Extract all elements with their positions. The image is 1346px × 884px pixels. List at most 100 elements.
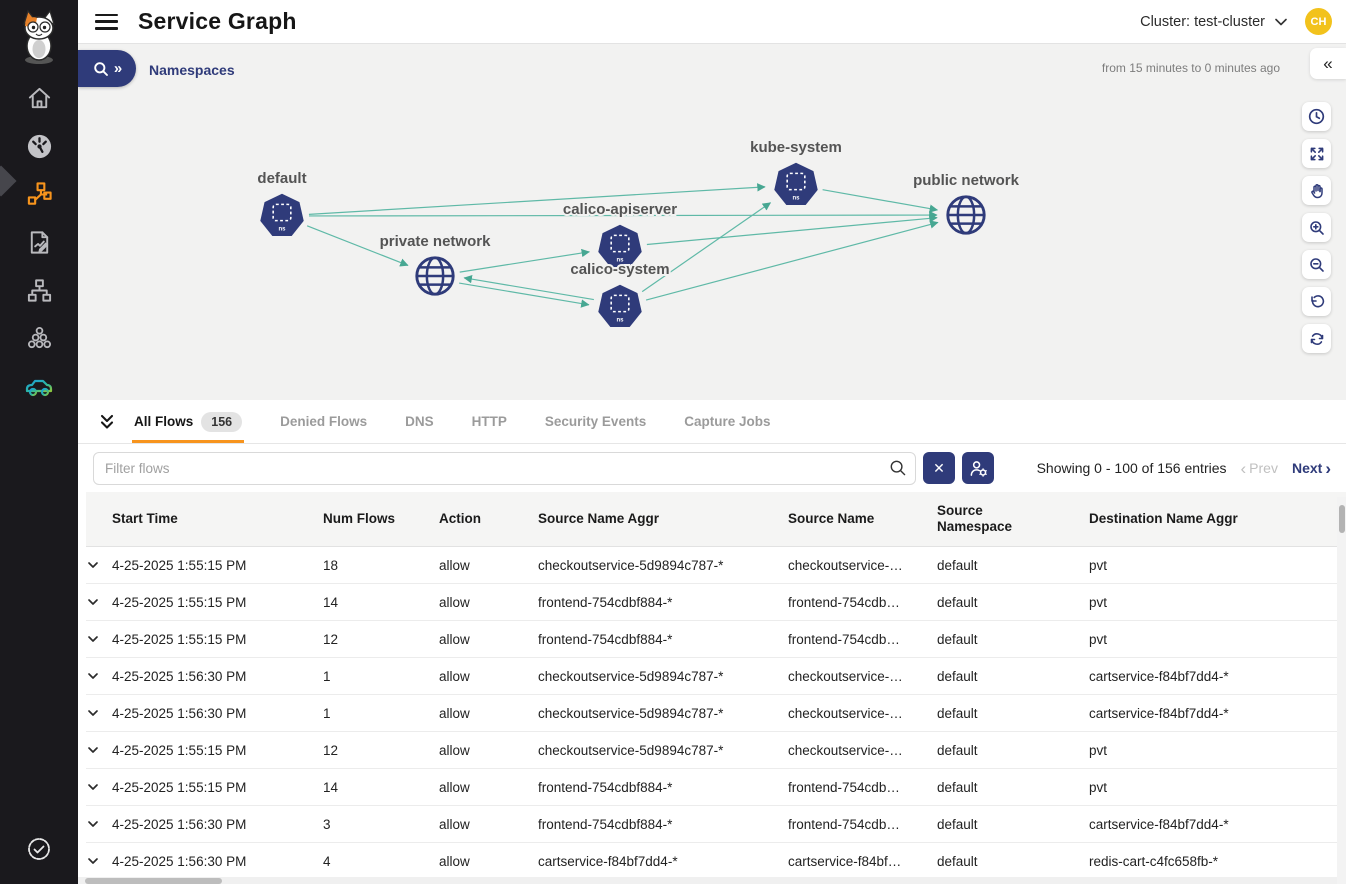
table-cell: 4-25-2025 1:56:30 PM: [112, 705, 247, 721]
table-cell: 12: [323, 742, 339, 758]
cluster-nodes-icon[interactable]: [15, 324, 63, 352]
chevron-left-icon: ‹: [1240, 458, 1247, 478]
table-cell: pvt: [1089, 742, 1108, 758]
table-cell: pvt: [1089, 594, 1108, 610]
expand-row-chevron-icon[interactable]: [86, 780, 112, 794]
table-cell: checkoutservice-…: [788, 705, 903, 721]
graph-node-private-network[interactable]: [415, 256, 455, 296]
expand-row-chevron-icon[interactable]: [86, 854, 112, 868]
network-tree-icon[interactable]: [15, 276, 63, 304]
expand-row-chevron-icon[interactable]: [86, 669, 112, 683]
table-cell: redis-cart-c4fc658fb-*: [1089, 853, 1219, 869]
table-cell: pvt: [1089, 779, 1108, 795]
breadcrumb[interactable]: Namespaces: [149, 62, 235, 78]
table-row[interactable]: 4-25-2025 1:56:30 PM 1 allow checkoutservic…: [86, 658, 1346, 695]
flows-tabs: All Flows 156 Denied Flows DNS HTTP Security …: [132, 400, 772, 443]
graph-edge-private-network-to-calico-system: [459, 282, 590, 308]
tab-capture-jobs[interactable]: Capture Jobs: [682, 400, 772, 443]
column-header: Source Namespace: [937, 503, 1013, 534]
table-cell: frontend-754cdbf884-*: [538, 779, 673, 795]
time-range-icon[interactable]: [1302, 102, 1331, 131]
table-cell: 4-25-2025 1:55:15 PM: [112, 779, 247, 795]
table-cell: pvt: [1089, 557, 1108, 573]
graph-edge-private-network-to-calico-apiserver: [459, 248, 590, 273]
horizontal-scrollbar-thumb[interactable]: [85, 877, 222, 884]
zoom-in-icon[interactable]: [1302, 213, 1331, 242]
pan-hand-icon[interactable]: [1302, 176, 1331, 205]
graph-edge-calico-apiserver-to-public-network: [646, 214, 938, 246]
chevrons-right-icon: »: [113, 60, 122, 77]
table-row[interactable]: 4-25-2025 1:56:30 PM 4 allow cartservice-f8…: [86, 843, 1346, 880]
column-header: Start Time: [112, 511, 178, 526]
graph-node-default[interactable]: [259, 192, 305, 237]
expand-row-chevron-icon[interactable]: [86, 558, 112, 572]
refresh-icon[interactable]: [1302, 324, 1331, 353]
expand-row-chevron-icon[interactable]: [86, 706, 112, 720]
column-header: Destination Name Aggr: [1089, 511, 1238, 526]
expand-row-chevron-icon[interactable]: [86, 595, 112, 609]
right-panel-collapse-button[interactable]: «: [1310, 48, 1346, 79]
graph-node-calico-system[interactable]: [597, 283, 643, 328]
table-cell: checkoutservice-…: [788, 668, 903, 684]
table-cell: cartservice-f84bf…: [788, 853, 902, 869]
cluster-selector[interactable]: Cluster: test-cluster: [1140, 14, 1287, 30]
dashboard-gauge-icon[interactable]: [15, 132, 63, 160]
zoom-out-icon[interactable]: [1302, 250, 1331, 279]
avatar[interactable]: CH: [1305, 8, 1332, 35]
graph-node-public-network[interactable]: [946, 195, 986, 235]
table-cell: 4-25-2025 1:55:15 PM: [112, 557, 247, 573]
home-icon[interactable]: [15, 84, 63, 112]
graph-node-label-public-network: public network: [913, 172, 1020, 189]
graph-edge-calico-system-to-private-network: [463, 274, 594, 301]
table-cell: default: [937, 668, 978, 684]
tab-all-flows[interactable]: All Flows 156: [132, 400, 245, 443]
customize-columns-button[interactable]: [962, 452, 994, 484]
tab-denied-flows[interactable]: Denied Flows: [278, 400, 369, 443]
column-header: Num Flows: [323, 511, 396, 526]
table-cell: default: [937, 557, 978, 573]
prev-page-button[interactable]: ‹ Prev: [1240, 458, 1278, 478]
table-row[interactable]: 4-25-2025 1:56:30 PM 3 allow frontend-754cd…: [86, 806, 1346, 843]
table-cell: 4-25-2025 1:55:15 PM: [112, 631, 247, 647]
table-row[interactable]: 4-25-2025 1:56:30 PM 1 allow checkoutservic…: [86, 695, 1346, 732]
fit-view-icon[interactable]: [1302, 139, 1331, 168]
table-cell: 14: [323, 594, 339, 610]
table-cell: cartservice-f84bf7dd4-*: [538, 853, 678, 869]
reset-view-icon[interactable]: [1302, 287, 1331, 316]
collapse-flows-panel-icon[interactable]: [94, 414, 120, 430]
table-row[interactable]: 4-25-2025 1:55:15 PM 18 allow checkoutservi…: [86, 547, 1346, 584]
tab-security-events[interactable]: Security Events: [543, 400, 648, 443]
table-cell: default: [937, 853, 978, 869]
tab-label: Capture Jobs: [684, 414, 771, 429]
table-row[interactable]: 4-25-2025 1:55:15 PM 14 allow frontend-754c…: [86, 584, 1346, 621]
hamburger-menu-icon[interactable]: [95, 13, 118, 30]
flows-table-body: 4-25-2025 1:55:15 PM 18 allow checkoutservi…: [86, 547, 1346, 880]
graph-search-button[interactable]: »: [78, 50, 136, 87]
graph-node-kube-system[interactable]: [773, 161, 819, 206]
expand-row-chevron-icon[interactable]: [86, 743, 112, 757]
table-cell: default: [937, 631, 978, 647]
compliance-badge-icon[interactable]: [0, 836, 78, 862]
policies-icon[interactable]: [15, 228, 63, 256]
table-row[interactable]: 4-25-2025 1:55:15 PM 12 allow checkoutservi…: [86, 732, 1346, 769]
expand-row-chevron-icon[interactable]: [86, 817, 112, 831]
table-cell: cartservice-f84bf7dd4-*: [1089, 816, 1229, 832]
vertical-scrollbar-thumb[interactable]: [1338, 505, 1345, 533]
expand-row-chevron-icon[interactable]: [86, 632, 112, 646]
observability-car-icon[interactable]: [15, 372, 63, 400]
graph-node-label-kube-system: kube-system: [750, 139, 842, 156]
search-icon: [889, 459, 907, 482]
table-row[interactable]: 4-25-2025 1:55:15 PM 12 allow frontend-754c…: [86, 621, 1346, 658]
tab-dns[interactable]: DNS: [403, 400, 436, 443]
clear-filter-button[interactable]: ✕: [923, 452, 955, 484]
table-row[interactable]: 4-25-2025 1:55:15 PM 14 allow frontend-754c…: [86, 769, 1346, 806]
table-cell: 1: [323, 668, 331, 684]
service-graph-icon[interactable]: [15, 180, 63, 208]
table-cell: frontend-754cdb…: [788, 594, 900, 610]
table-cell: frontend-754cdbf884-*: [538, 816, 673, 832]
calico-cat-logo: [0, 0, 78, 72]
filter-flows-input[interactable]: [93, 451, 916, 485]
tab-http[interactable]: HTTP: [470, 400, 509, 443]
next-page-button[interactable]: Next ›: [1291, 458, 1331, 478]
